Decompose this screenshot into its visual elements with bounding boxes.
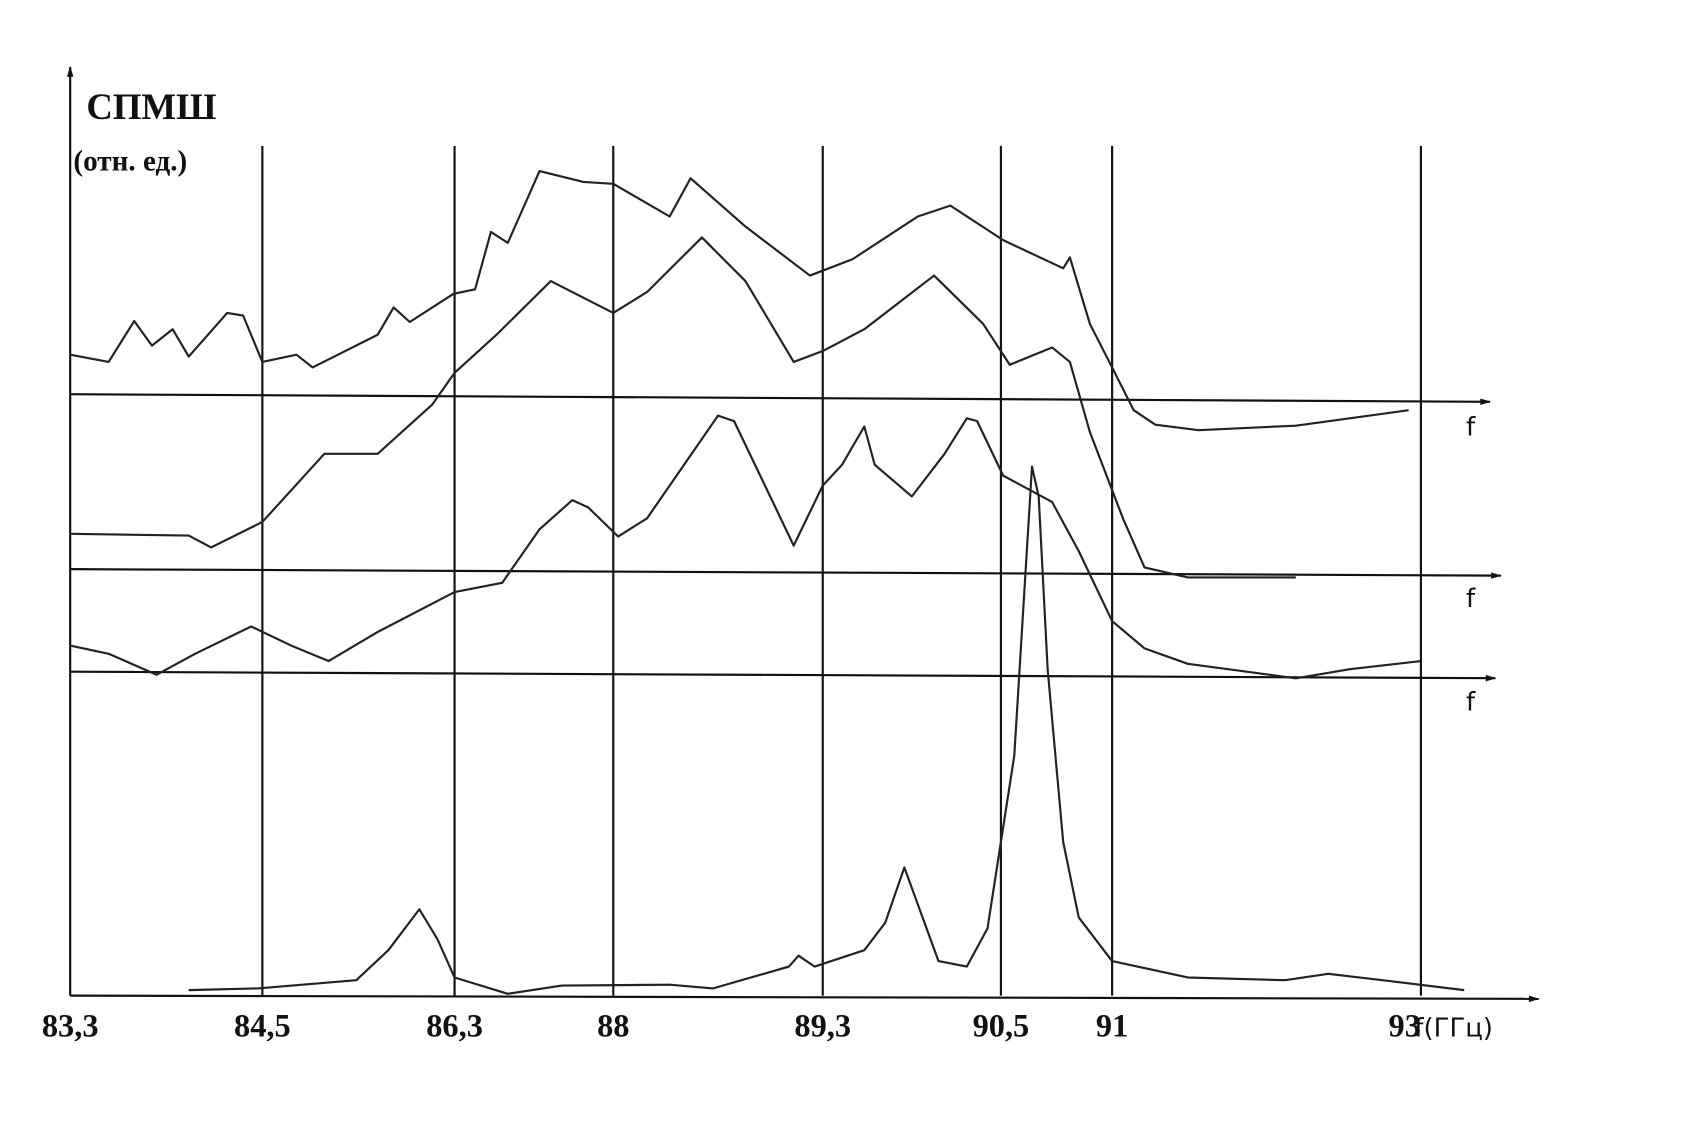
spectrum-line (69, 169, 1409, 432)
spectrum-line (188, 465, 1465, 995)
spectrum-line (70, 236, 1296, 579)
y-axis-units: (отн. ед.) (73, 146, 187, 178)
baseline (70, 568, 1502, 579)
baseline (70, 670, 1497, 682)
baseline (70, 393, 1492, 405)
x-axis-label: f(ГГц) (1414, 1014, 1493, 1044)
x-tick-label: 91 (1096, 1009, 1128, 1045)
x-tick-label: 89,3 (794, 1009, 851, 1045)
x-tick-label: 86,3 (426, 1009, 483, 1045)
x-tick-label: 90,5 (973, 1009, 1030, 1045)
x-tick-label: 93 (1389, 1009, 1421, 1045)
baseline-label: f (1466, 412, 1476, 442)
x-tick-label: 84,5 (234, 1009, 291, 1045)
spectrum-line (69, 414, 1422, 680)
x-axis (70, 994, 1540, 1003)
baseline-label: f (1466, 584, 1476, 614)
y-axis-label: СПМШ (86, 86, 216, 127)
x-tick-label: 83,3 (42, 1009, 99, 1045)
baseline-label: f (1466, 688, 1476, 718)
x-tick-label: 88 (597, 1009, 629, 1045)
